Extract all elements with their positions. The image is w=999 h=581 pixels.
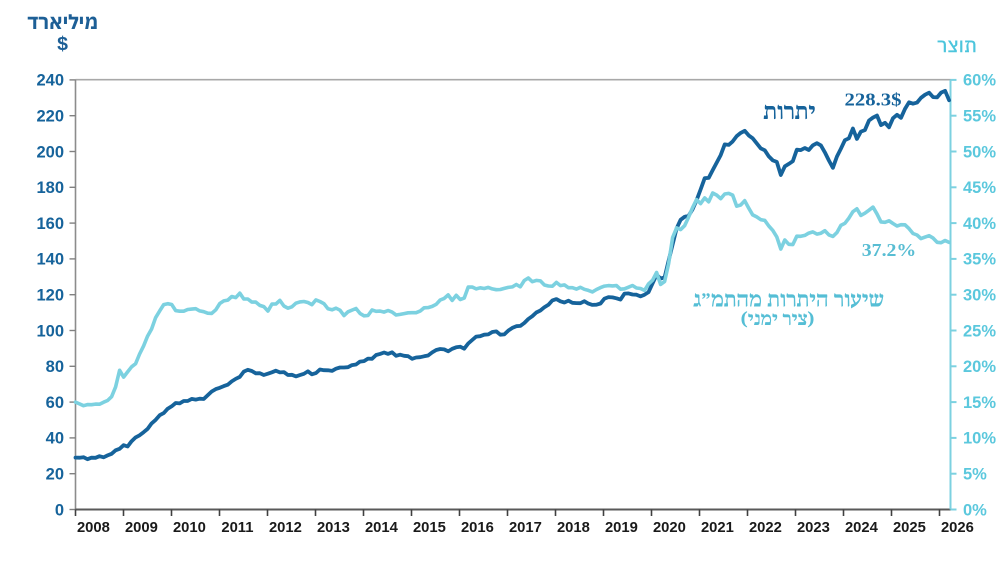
svg-text:2023: 2023 (797, 520, 830, 536)
svg-text:2020: 2020 (653, 520, 686, 536)
svg-text:2026: 2026 (941, 520, 974, 536)
svg-text:35%: 35% (963, 251, 996, 269)
svg-text:2008: 2008 (77, 520, 110, 536)
svg-text:240: 240 (36, 72, 64, 90)
svg-text:2019: 2019 (605, 520, 638, 536)
svg-text:37.2%: 37.2% (862, 240, 917, 260)
svg-text:2016: 2016 (461, 520, 494, 536)
svg-text:0%: 0% (963, 501, 987, 519)
svg-text:0: 0 (55, 501, 64, 519)
svg-text:60%: 60% (963, 72, 996, 90)
svg-text:40: 40 (46, 430, 64, 448)
svg-text:2022: 2022 (749, 520, 782, 536)
svg-text:20%: 20% (963, 358, 996, 376)
svg-text:2024: 2024 (845, 520, 879, 536)
svg-text:2014: 2014 (365, 520, 399, 536)
svg-text:140: 140 (36, 251, 64, 269)
svg-text:2015: 2015 (413, 520, 446, 536)
svg-text:15%: 15% (963, 394, 996, 412)
svg-text:180: 180 (36, 179, 64, 197)
svg-text:228.3$: 228.3$ (845, 90, 902, 110)
svg-text:20: 20 (46, 466, 64, 484)
svg-text:2010: 2010 (173, 520, 206, 536)
svg-text:30%: 30% (963, 287, 996, 305)
svg-text:220: 220 (36, 108, 64, 126)
svg-text:100: 100 (36, 322, 64, 340)
svg-text:25%: 25% (963, 322, 996, 340)
svg-text:50%: 50% (963, 143, 996, 161)
svg-text:2013: 2013 (317, 520, 350, 536)
svg-text:45%: 45% (963, 179, 996, 197)
svg-text:120: 120 (36, 287, 64, 305)
svg-text:2021: 2021 (701, 520, 734, 536)
svg-text:2009: 2009 (125, 520, 158, 536)
svg-text:60: 60 (46, 394, 64, 412)
svg-text:55%: 55% (963, 108, 996, 126)
svg-text:40%: 40% (963, 215, 996, 233)
svg-text:2018: 2018 (557, 520, 590, 536)
svg-text:$: $ (57, 33, 68, 55)
svg-text:10%: 10% (963, 430, 996, 448)
svg-text:5%: 5% (963, 466, 987, 484)
svg-text:200: 200 (36, 143, 64, 161)
svg-text:160: 160 (36, 215, 64, 233)
svg-text:2017: 2017 (509, 520, 542, 536)
svg-text:80: 80 (46, 358, 64, 376)
svg-text:2012: 2012 (269, 520, 302, 536)
svg-text:2025: 2025 (893, 520, 926, 536)
svg-text:2011: 2011 (221, 520, 253, 536)
